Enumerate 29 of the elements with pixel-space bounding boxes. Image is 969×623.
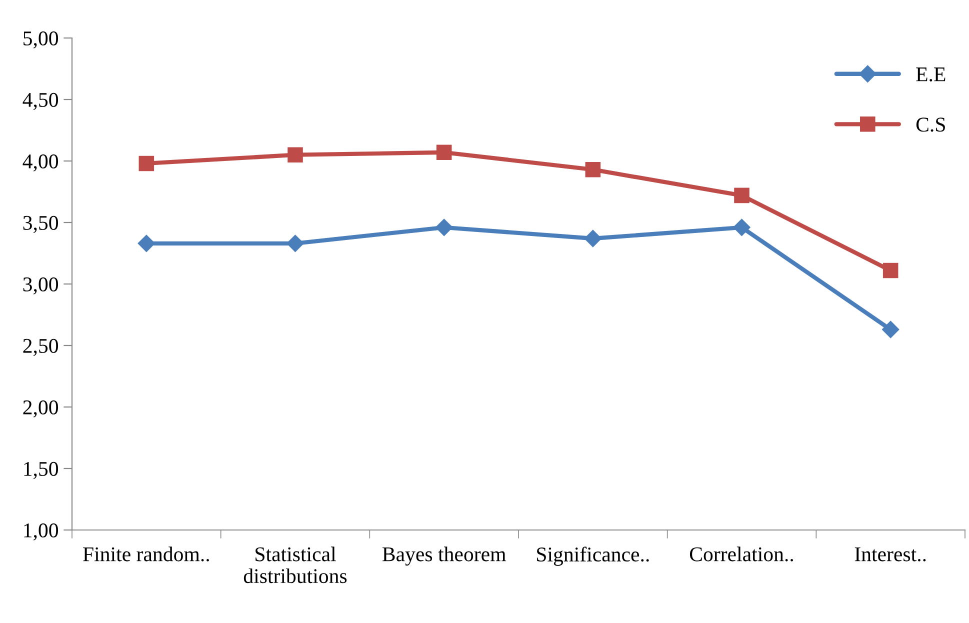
- point: [286, 234, 304, 252]
- y-tick-label: 3,00: [23, 277, 58, 294]
- point: [138, 234, 155, 252]
- point: [882, 262, 898, 278]
- point: [436, 218, 453, 236]
- y-tick-label: 4,00: [22, 154, 58, 172]
- y-tick-label: 1,50: [24, 462, 58, 479]
- point: [288, 147, 303, 162]
- point: [733, 218, 750, 236]
- y-tick-label: 5,00: [24, 31, 58, 48]
- y-tick-label: 4,50: [22, 92, 58, 110]
- x-tick-label: Statistical distributions: [244, 546, 347, 584]
- point: [436, 144, 452, 160]
- x-tick-label: Interest..: [854, 547, 926, 562]
- point: [585, 162, 601, 178]
- point: [138, 156, 154, 172]
- x-tick-label: Bayes theorem: [382, 546, 506, 566]
- y-tick-label: 2,00: [23, 400, 58, 418]
- point: [584, 230, 602, 248]
- x-tick-label: Significance..: [537, 546, 649, 566]
- x-tick-label: Finite random..: [83, 546, 209, 562]
- legend-label: E.E: [916, 68, 946, 82]
- point: [734, 188, 750, 204]
- y-tick-label: 3,50: [23, 216, 58, 233]
- x-tick-label: Correlation..: [690, 546, 794, 562]
- y-tick-label: 2,50: [23, 338, 58, 356]
- y-tick-label: 1,00: [24, 523, 58, 540]
- point: [882, 320, 900, 338]
- legend-label: C.S: [916, 118, 945, 132]
